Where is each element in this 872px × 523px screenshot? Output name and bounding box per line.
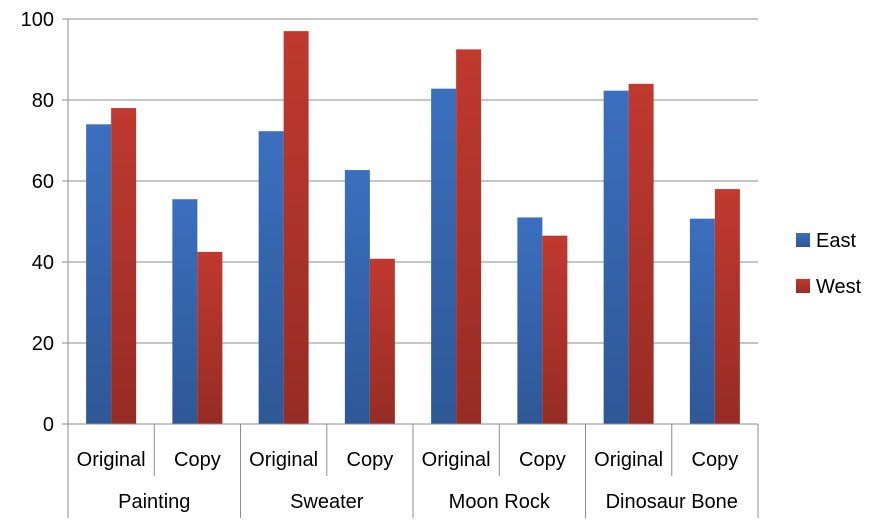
legend-swatch-east: [796, 233, 810, 247]
x-group-label: Dinosaur Bone: [606, 491, 738, 513]
bar-east: [431, 88, 457, 424]
bar-west: [456, 49, 482, 424]
bar-east: [258, 131, 284, 424]
bar-west: [542, 235, 568, 424]
x-category-label: Original: [77, 449, 146, 471]
y-tick-label: 100: [21, 9, 54, 31]
bar-west: [283, 31, 309, 425]
y-tick-label: 60: [32, 171, 54, 193]
x-category-label: Copy: [519, 449, 566, 471]
bar-west: [714, 189, 740, 424]
y-tick-label: 20: [32, 333, 54, 355]
legend-label-west: West: [816, 276, 862, 298]
bar-east: [517, 217, 543, 424]
bar-west: [111, 108, 137, 424]
bar-east: [603, 90, 629, 424]
bar-east: [344, 170, 370, 424]
x-group-label: Moon Rock: [449, 491, 551, 513]
y-tick-label: 0: [43, 414, 54, 436]
bars: [86, 31, 740, 425]
bar-east: [172, 199, 198, 424]
x-group-label: Sweater: [290, 491, 364, 513]
bar-east: [689, 218, 715, 424]
axis-labels: 0 20 40 60 80 100 Original Copy Original Copy Orig…: [21, 9, 739, 513]
x-category-label: Copy: [692, 449, 739, 471]
x-category-label: Original: [422, 449, 491, 471]
y-tick-label: 80: [32, 90, 54, 112]
x-category-label: Original: [594, 449, 663, 471]
x-category-label: Copy: [347, 449, 394, 471]
x-category-label: Original: [249, 449, 318, 471]
bar-east: [86, 124, 112, 425]
y-tick-label: 40: [32, 252, 54, 274]
bar-west: [628, 83, 654, 425]
gridlines: [68, 18, 758, 344]
legend: East West: [796, 230, 862, 298]
legend-swatch-west: [796, 279, 810, 293]
axes: [62, 18, 759, 518]
bar-west: [369, 258, 395, 424]
legend-label-east: East: [816, 230, 856, 252]
x-group-label: Painting: [118, 491, 190, 513]
x-category-label: Copy: [174, 449, 221, 471]
bar-west: [197, 251, 223, 424]
